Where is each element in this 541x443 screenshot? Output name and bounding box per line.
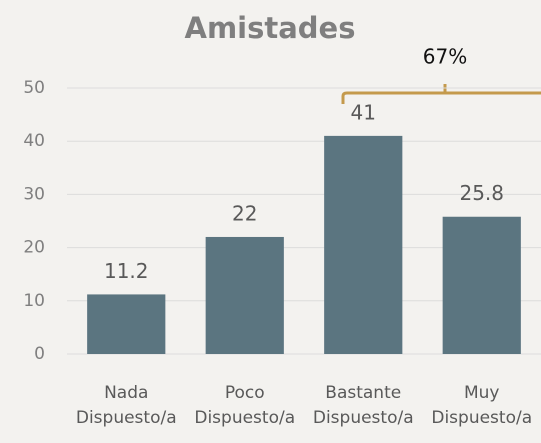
value-label: 41 <box>351 100 376 124</box>
y-tick-label: 40 <box>23 131 45 151</box>
annotation: 67% <box>423 45 467 69</box>
x-tick-label: Nada Dispuesto/a <box>76 383 177 428</box>
x-tick-label: Muy Dispuesto/a <box>431 383 532 428</box>
chart-title: Amistades <box>185 11 356 45</box>
x-tick-label: Poco Dispuesto/a <box>194 383 295 428</box>
y-tick-label: 50 <box>23 78 45 98</box>
value-label: 25.8 <box>459 181 504 205</box>
bar <box>205 236 284 354</box>
x-tick-label: Bastante Dispuesto/a <box>313 383 414 428</box>
value-label: 11.2 <box>104 259 149 283</box>
y-tick-label: 0 <box>34 344 45 364</box>
y-tick-label: 10 <box>23 291 45 311</box>
y-tick-label: 30 <box>23 184 45 204</box>
bar <box>324 135 403 354</box>
value-label: 22 <box>232 201 257 225</box>
y-tick-label: 20 <box>23 238 45 258</box>
bar <box>442 216 521 354</box>
bar <box>87 294 166 354</box>
